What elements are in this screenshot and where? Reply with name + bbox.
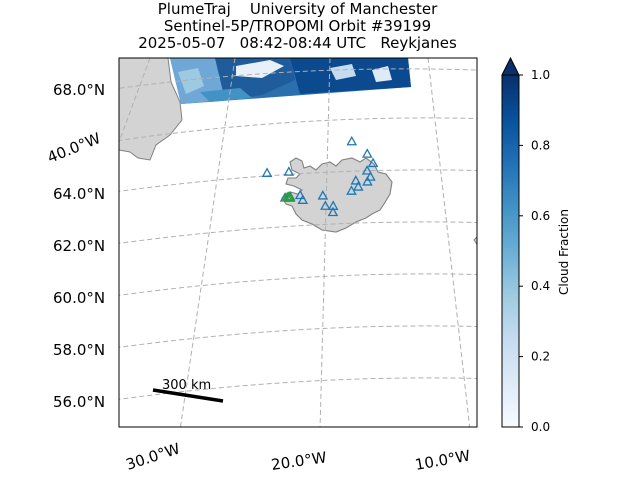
map-frame	[118, 57, 478, 428]
volcano-marker	[361, 165, 373, 175]
colorbar-tick-label: 0.0	[531, 420, 550, 434]
scale-bar-label: 300 km	[162, 378, 211, 393]
lon-label-10w: 10.0°W	[414, 447, 472, 474]
title-line-3: 2025-05-07 08:42-08:44 UTC Reykjanes	[138, 34, 457, 52]
volcano-marker	[294, 189, 306, 200]
volcano-marker	[297, 194, 309, 204]
volcano-marker	[362, 176, 373, 186]
volcano-marker	[352, 181, 364, 191]
volcano-marker	[346, 185, 357, 195]
volcano-marker	[320, 200, 331, 210]
colorbar-tick-label: 0.4	[531, 279, 550, 293]
title-line-2: Sentinel-5P/TROPOMI Orbit #39199	[163, 17, 432, 35]
colorbar-tick-label: 0.8	[531, 138, 550, 152]
volcano-marker	[350, 175, 362, 185]
volcano-marker	[317, 190, 329, 200]
lat-label-64: 64.0°N	[53, 185, 105, 203]
volcano-marker	[367, 157, 379, 168]
lon-label-40w: 40.0°W	[45, 129, 104, 167]
colorbar-tick-label: 1.0	[531, 68, 550, 82]
title-line-1: PlumeTraj University of Manchester	[157, 0, 438, 18]
volcano-marker	[365, 171, 376, 181]
lat-label-60: 60.0°N	[53, 289, 105, 307]
source-marker	[284, 192, 296, 202]
lon-label-20w: 20.0°W	[270, 448, 328, 474]
lat-label-58: 58.0°N	[53, 341, 105, 359]
eastern-land-edge	[473, 236, 477, 246]
volcano-marker	[327, 206, 339, 217]
graticule	[119, 58, 477, 427]
cloud-fraction-swath	[170, 58, 411, 104]
colorbar-extend-arrow	[501, 56, 520, 76]
iceland-land	[281, 157, 393, 233]
lat-label-68: 68.0°N	[53, 81, 105, 99]
marker-layer	[261, 135, 379, 217]
colorbar-tick-label: 0.6	[531, 209, 550, 223]
colorbar	[501, 74, 520, 428]
volcano-marker	[283, 166, 295, 176]
lon-label-30w: 30.0°W	[124, 439, 183, 473]
colorbar-ticks: 0.0 0.2 0.4 0.6 0.8 1.0	[519, 68, 550, 434]
lat-label-56: 56.0°N	[53, 393, 105, 411]
colorbar-tick-label: 0.2	[531, 350, 550, 364]
colorbar-label: Cloud Fraction	[557, 209, 571, 295]
volcano-marker	[261, 167, 273, 177]
map-content	[119, 58, 477, 427]
volcano-marker	[346, 135, 358, 146]
volcano-marker	[361, 148, 373, 158]
source-marker	[283, 191, 294, 201]
scale-bar	[152, 388, 224, 403]
lat-label-62: 62.0°N	[53, 237, 105, 255]
